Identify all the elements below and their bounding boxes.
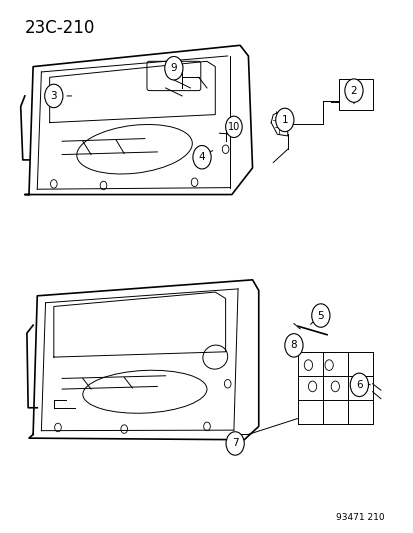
Circle shape (284, 334, 302, 357)
Circle shape (45, 84, 63, 108)
Text: 5: 5 (317, 311, 323, 320)
Circle shape (225, 116, 242, 138)
Circle shape (275, 108, 293, 132)
Text: 8: 8 (290, 341, 297, 350)
Text: 2: 2 (350, 86, 356, 95)
Text: 7: 7 (231, 439, 238, 448)
Circle shape (349, 373, 368, 397)
Circle shape (304, 360, 312, 370)
Circle shape (192, 146, 211, 169)
Text: 9: 9 (170, 63, 177, 73)
Text: 23C-210: 23C-210 (25, 19, 95, 37)
Circle shape (164, 56, 183, 80)
Text: 1: 1 (281, 115, 287, 125)
Text: 93471 210: 93471 210 (336, 513, 384, 522)
Text: 10: 10 (227, 122, 240, 132)
Text: 3: 3 (50, 91, 57, 101)
Circle shape (324, 360, 332, 370)
Circle shape (308, 381, 316, 392)
Circle shape (311, 304, 329, 327)
Text: 6: 6 (355, 380, 362, 390)
Circle shape (344, 79, 362, 102)
Text: 4: 4 (198, 152, 205, 162)
Circle shape (225, 432, 244, 455)
Circle shape (330, 381, 339, 392)
